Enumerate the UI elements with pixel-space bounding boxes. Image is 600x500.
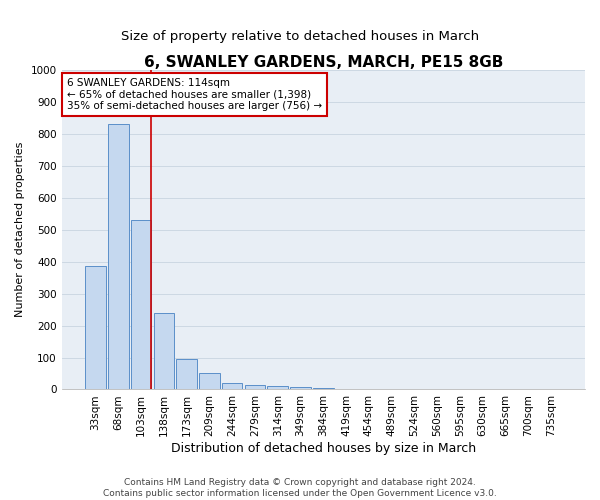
Bar: [176, 359, 197, 390]
Bar: [85, 266, 106, 390]
Bar: [245, 384, 265, 390]
Bar: [154, 313, 174, 390]
Bar: [290, 387, 311, 390]
X-axis label: Distribution of detached houses by size in March: Distribution of detached houses by size …: [171, 442, 476, 455]
Bar: [222, 383, 242, 390]
Bar: [131, 220, 151, 390]
Title: 6, SWANLEY GARDENS, MARCH, PE15 8GB: 6, SWANLEY GARDENS, MARCH, PE15 8GB: [143, 55, 503, 70]
Bar: [313, 388, 334, 390]
Text: Contains HM Land Registry data © Crown copyright and database right 2024.
Contai: Contains HM Land Registry data © Crown c…: [103, 478, 497, 498]
Y-axis label: Number of detached properties: Number of detached properties: [15, 142, 25, 318]
Bar: [268, 386, 288, 390]
Bar: [199, 374, 220, 390]
Bar: [108, 124, 128, 390]
Text: 6 SWANLEY GARDENS: 114sqm
← 65% of detached houses are smaller (1,398)
35% of se: 6 SWANLEY GARDENS: 114sqm ← 65% of detac…: [67, 78, 322, 111]
Text: Size of property relative to detached houses in March: Size of property relative to detached ho…: [121, 30, 479, 43]
